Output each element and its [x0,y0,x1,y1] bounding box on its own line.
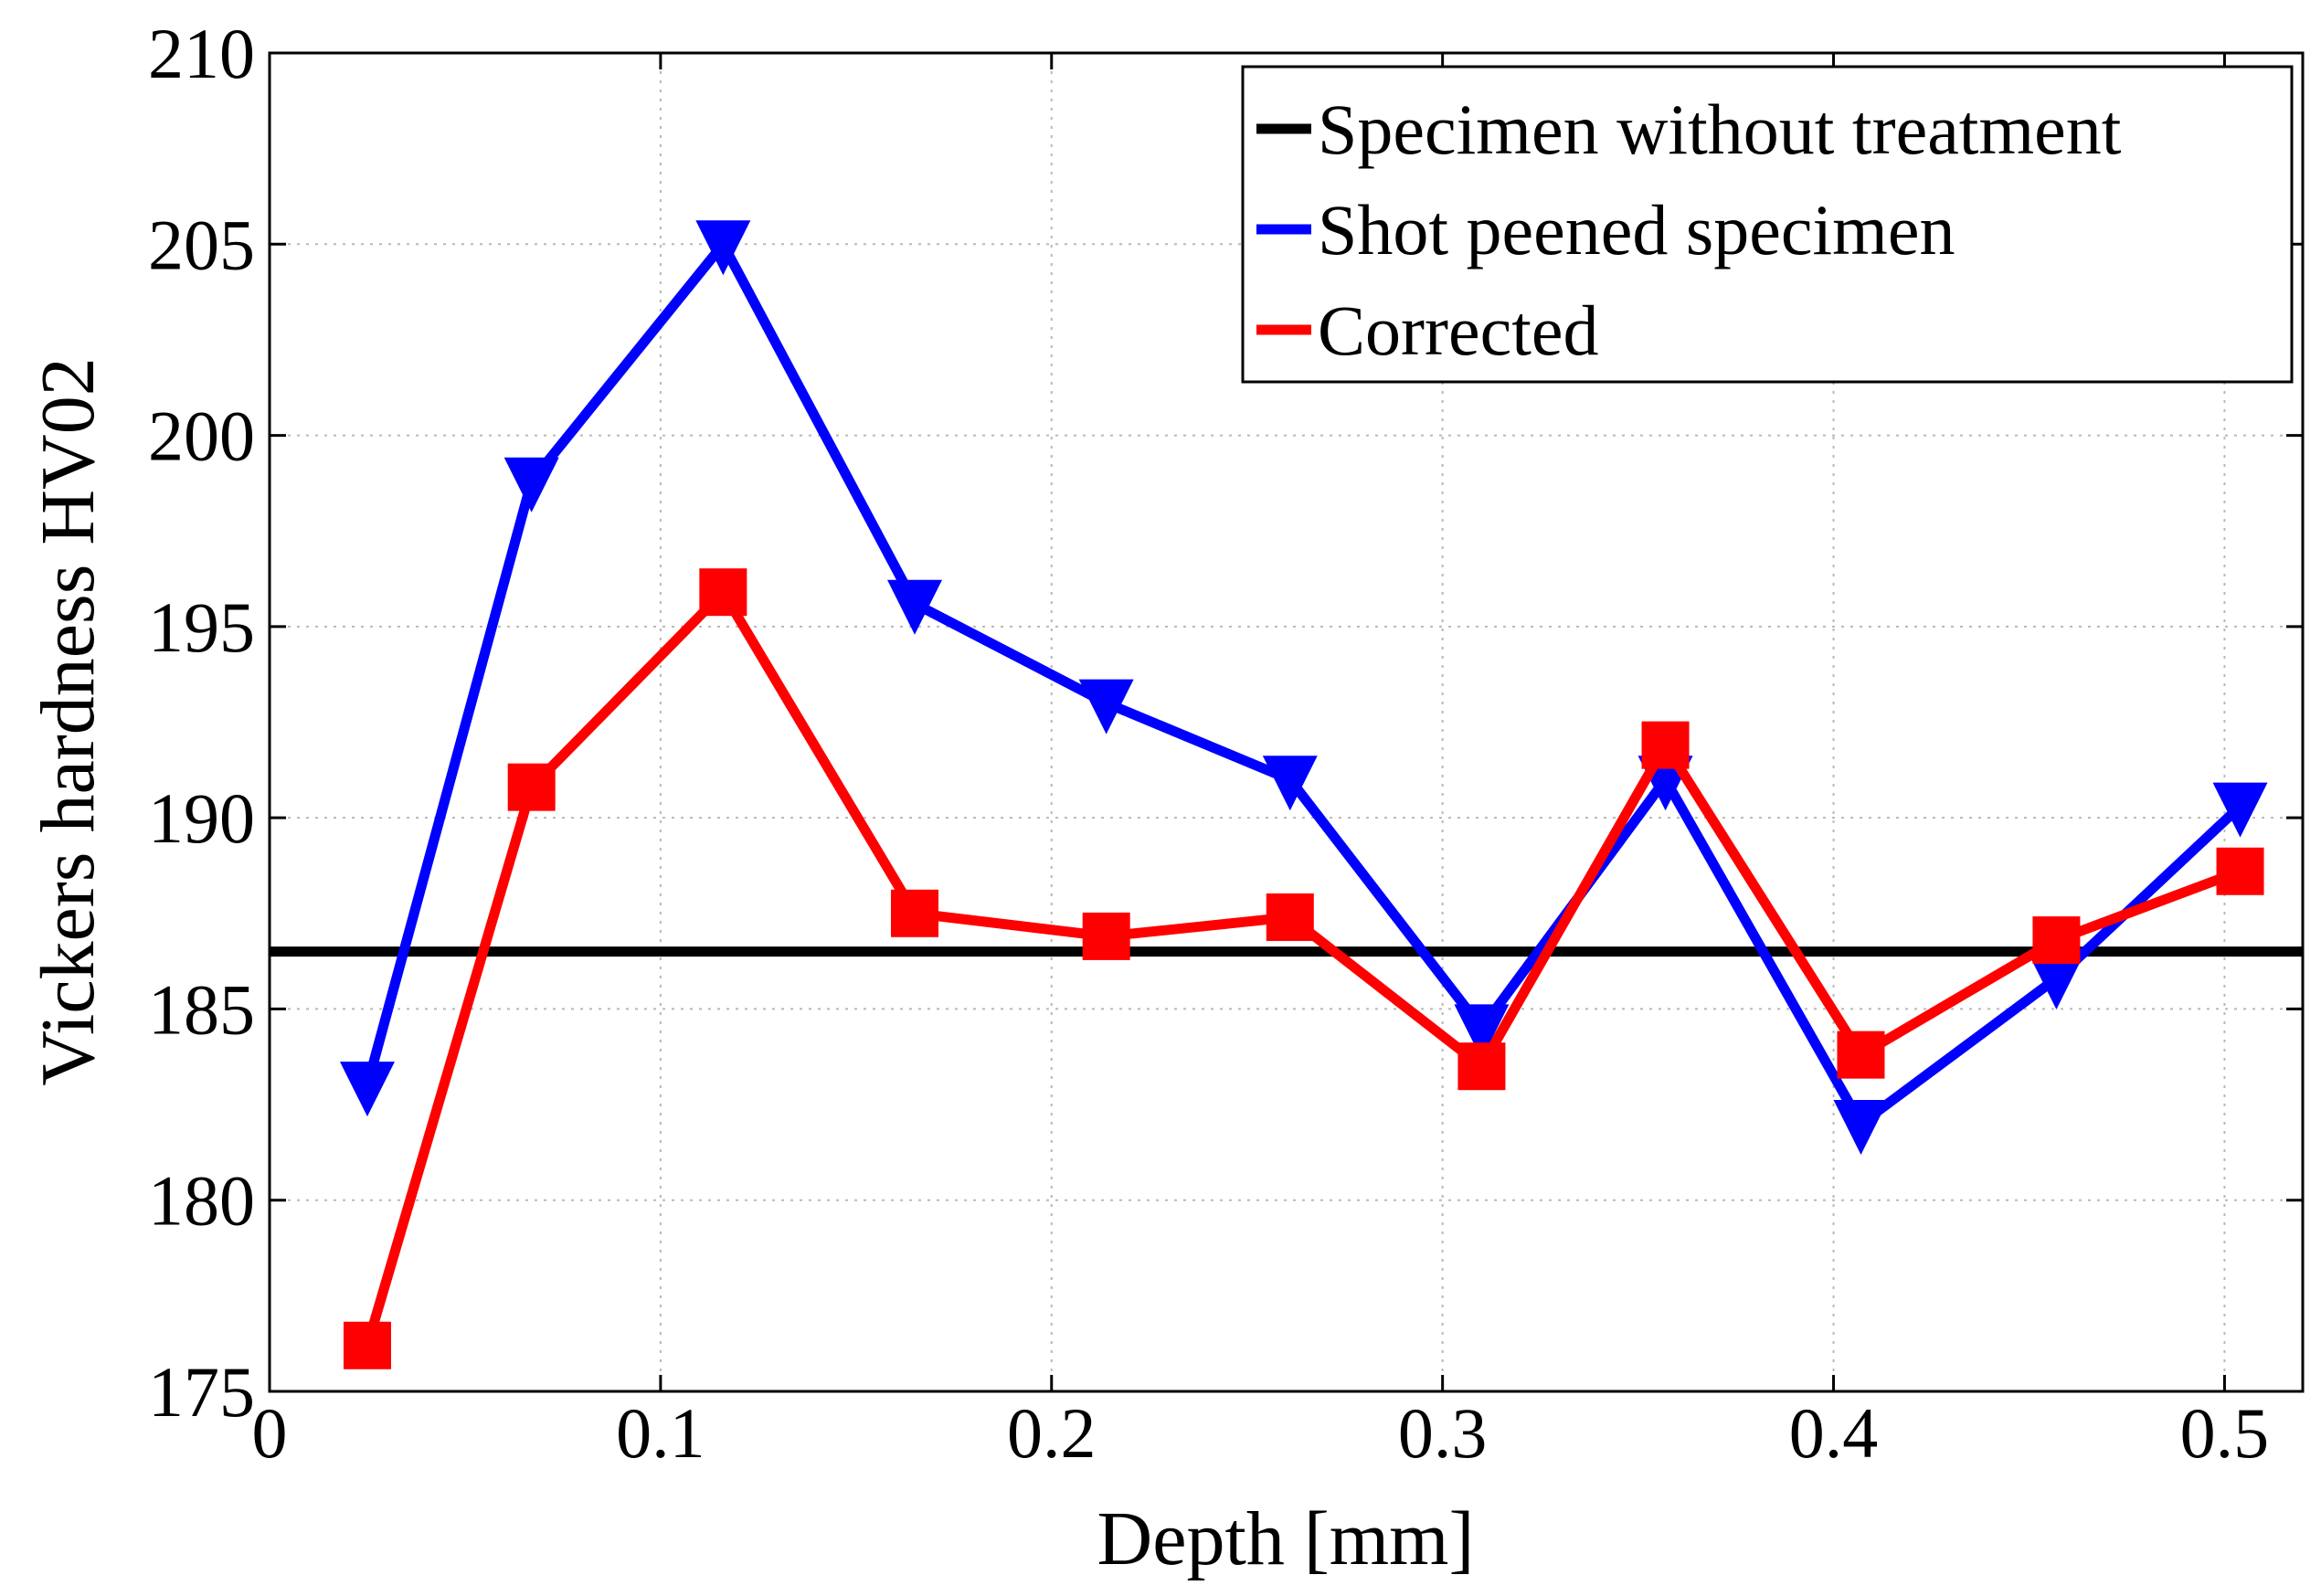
legend-label-shot-peened: Shot peened specimen [1318,190,1955,270]
y-tick-label: 190 [148,778,255,858]
data-point-shot-peened [1262,756,1318,811]
x-tick-label: 0.1 [616,1393,705,1473]
y-tick-label: 205 [148,205,255,284]
data-point-corrected [699,568,747,617]
tick-labels: 0 0.1 0.2 0.3 0.4 0.5 175 180 185 190 195 200 205 210 [148,14,2269,1473]
y-tick-label: 180 [148,1161,255,1241]
data-point-shot-peened [695,220,751,276]
y-tick-label: 195 [148,587,255,667]
x-tick-label: 0.4 [1789,1393,1879,1473]
data-point-shot-peened [887,579,943,635]
data-point-shot-peened [2212,782,2268,838]
plot-frame [268,51,2305,1393]
legend: Specimen without treatment Shot peened s… [1241,65,2294,384]
data-point-corrected [1266,893,1314,941]
data-point-corrected [891,889,939,937]
x-tick-label: 0.5 [2180,1393,2270,1473]
data-point-shot-peened [2029,954,2084,1009]
y-tick-label: 210 [148,14,255,93]
legend-label-corrected: Corrected [1318,291,1599,370]
legend-item-corrected: Corrected [1256,291,1599,370]
data-point-corrected [1082,912,1130,960]
legend-item-shot-peened: Shot peened specimen [1256,190,1955,270]
data-point-shot-peened [1454,1004,1510,1060]
data-point-corrected [507,763,556,811]
x-tick-label: 0.2 [1007,1393,1097,1473]
legend-item-untreated: Specimen without treatment [1256,90,2122,169]
y-tick-label: 175 [148,1352,255,1432]
x-axis-title: Depth [mm] [1097,1496,1475,1581]
x-tick-label: 0 [252,1393,288,1473]
data-point-corrected [2216,847,2264,895]
y-axis-title: Vickers hardness HV02 [26,357,111,1085]
data-point-corrected [1641,721,1690,769]
series-corrected [343,568,2264,1369]
legend-label-untreated: Specimen without treatment [1318,90,2122,169]
data-point-corrected [2032,916,2081,965]
data-point-corrected [1837,1031,1885,1079]
data-point-shot-peened [1078,679,1134,735]
data-point-shot-peened [503,457,559,513]
series-layer [270,220,2303,1369]
data-point-corrected [343,1321,391,1369]
series-shot-peened [339,220,2268,1155]
data-point-shot-peened [1833,1100,1889,1155]
data-point-shot-peened [339,1062,395,1117]
ticks [268,51,2303,1393]
data-point-corrected [1457,1042,1506,1091]
legend-box [1241,65,2294,384]
y-tick-label: 200 [148,396,255,476]
x-tick-label: 0.3 [1398,1393,1488,1473]
y-tick-label: 185 [148,969,255,1049]
